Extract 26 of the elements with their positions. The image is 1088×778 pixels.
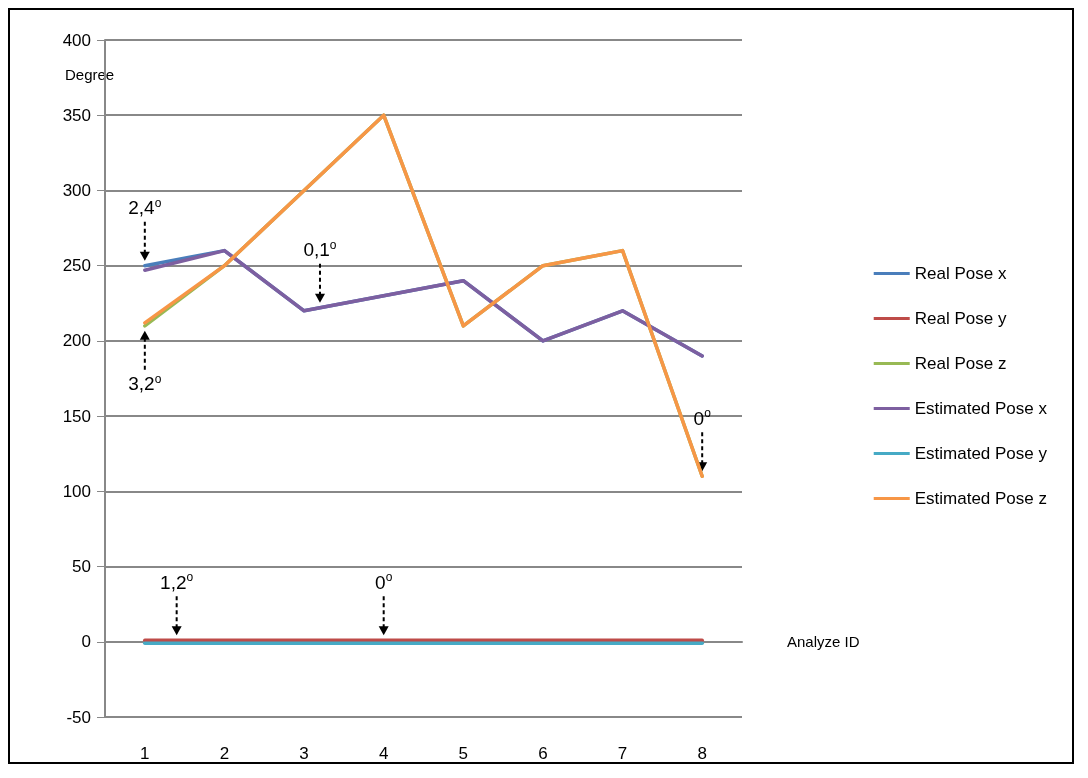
legend-label: Estimated Pose y	[914, 444, 1048, 463]
y-tick-label: 250	[62, 256, 91, 276]
x-tick-label: 2	[219, 744, 230, 763]
legend-label: Real Pose y	[914, 309, 1007, 328]
y-tick-label: 350	[62, 105, 91, 125]
legend-label: Estimated Pose z	[914, 489, 1047, 508]
y-tick-label: 50	[72, 557, 91, 577]
legend-label: Estimated Pose x	[914, 399, 1048, 418]
y-tick-label: 150	[62, 406, 91, 426]
y-tick-label: -50	[66, 707, 91, 727]
x-tick-label: 6	[538, 744, 548, 763]
y-tick-label: 400	[62, 30, 91, 50]
y-tick-label: 100	[62, 481, 91, 501]
x-tick-label: 7	[617, 744, 628, 763]
x-tick-label: 4	[378, 744, 389, 763]
y-axis-title: Degree	[65, 66, 115, 83]
y-tick-label: 200	[62, 331, 91, 351]
x-tick-label: 1	[140, 744, 150, 763]
legend-label: Real Pose z	[914, 354, 1007, 373]
y-tick-label: 0	[81, 632, 91, 652]
legend-label: Real Pose x	[914, 264, 1007, 283]
y-tick-label: 300	[62, 180, 91, 200]
x-tick-label: 8	[697, 744, 707, 763]
x-tick-label: 3	[299, 744, 309, 763]
x-tick-label: 5	[458, 744, 469, 763]
x-axis-title: Analyze ID	[787, 633, 860, 651]
